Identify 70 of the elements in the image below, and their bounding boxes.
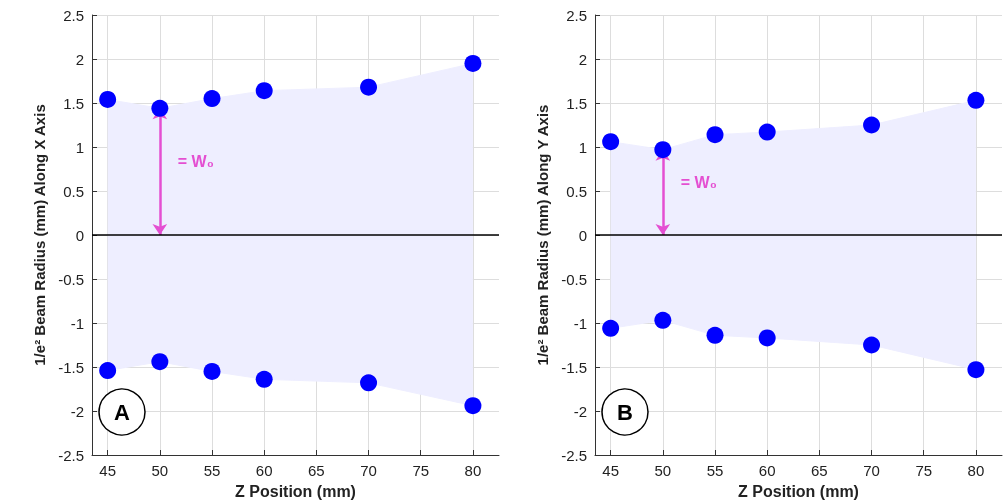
- x-tick-label: 45: [602, 462, 619, 479]
- point: [99, 362, 117, 380]
- y-tick-label: 1.5: [566, 94, 587, 112]
- point: [464, 54, 482, 72]
- point: [602, 319, 620, 337]
- x-tick-label: 45: [99, 462, 116, 479]
- y-tick-label: 2.5: [566, 6, 587, 24]
- annotation: B: [617, 399, 633, 425]
- y-tick-label: 1.5: [63, 94, 84, 112]
- y-tick-label: 0: [75, 226, 84, 244]
- y-tick-label: -2: [70, 402, 84, 420]
- y-tick-label: 2.5: [63, 6, 84, 24]
- y-tick-label: 1: [578, 138, 587, 156]
- x-tick-label: 55: [706, 462, 724, 479]
- x-tick-label: 50: [151, 462, 169, 479]
- x-tick-label: 60: [255, 462, 273, 479]
- point: [863, 336, 881, 354]
- point: [203, 90, 221, 108]
- y-axis-title: 1/e² Beam Radius (mm) Along Y Axis: [534, 104, 552, 366]
- x-tick-label: 50: [654, 462, 672, 479]
- x-tick-label: 70: [863, 462, 880, 479]
- x-tick-label: 75: [915, 462, 933, 479]
- point: [360, 78, 378, 96]
- x-axis-title: Z Position (mm): [738, 482, 859, 500]
- y-tick-label: -0.5: [58, 270, 84, 288]
- x-tick-label: 55: [203, 462, 221, 479]
- point: [654, 311, 672, 329]
- y-tick-label: -1.5: [58, 358, 84, 376]
- x-axis-title: Z Position (mm): [235, 482, 356, 500]
- point: [151, 353, 169, 371]
- point: [967, 91, 985, 109]
- x-tick-label: 60: [758, 462, 776, 479]
- point: [967, 361, 985, 379]
- x-tick-label: 80: [464, 462, 482, 479]
- annotation: = W₀: [177, 153, 214, 171]
- x-tick-label: 65: [308, 462, 325, 479]
- point: [654, 141, 672, 159]
- y-tick-label: 2: [75, 50, 84, 68]
- annotation: A: [114, 399, 131, 425]
- point: [706, 126, 724, 144]
- point: [203, 362, 221, 380]
- y-tick-label: 0.5: [566, 182, 587, 200]
- x-tick-label: 80: [967, 462, 985, 479]
- point: [464, 397, 482, 415]
- point: [758, 329, 776, 347]
- y-tick-label: -2.5: [561, 446, 587, 464]
- point: [863, 116, 881, 134]
- y-axis-title: 1/e² Beam Radius (mm) Along X Axis: [31, 104, 49, 366]
- point: [758, 123, 776, 141]
- y-tick-label: -1.5: [561, 358, 587, 376]
- point: [602, 133, 620, 151]
- y-tick-label: -2: [573, 402, 587, 420]
- point: [255, 370, 273, 388]
- y-tick-label: -1: [573, 314, 587, 332]
- y-tick-label: -2.5: [58, 446, 84, 464]
- x-tick-label: 65: [811, 462, 828, 479]
- annotation: = W₀: [680, 173, 717, 191]
- point: [99, 90, 117, 108]
- y-tick-label: 1: [75, 138, 84, 156]
- point: [360, 374, 378, 392]
- y-tick-label: -0.5: [561, 270, 587, 288]
- y-tick-label: -1: [70, 314, 84, 332]
- y-tick-label: 0: [578, 226, 587, 244]
- x-tick-label: 70: [360, 462, 377, 479]
- x-tick-label: 75: [412, 462, 430, 479]
- y-tick-label: 0.5: [63, 182, 84, 200]
- point: [706, 326, 724, 344]
- point: [151, 99, 169, 117]
- y-tick-label: 2: [578, 50, 587, 68]
- point: [255, 82, 273, 100]
